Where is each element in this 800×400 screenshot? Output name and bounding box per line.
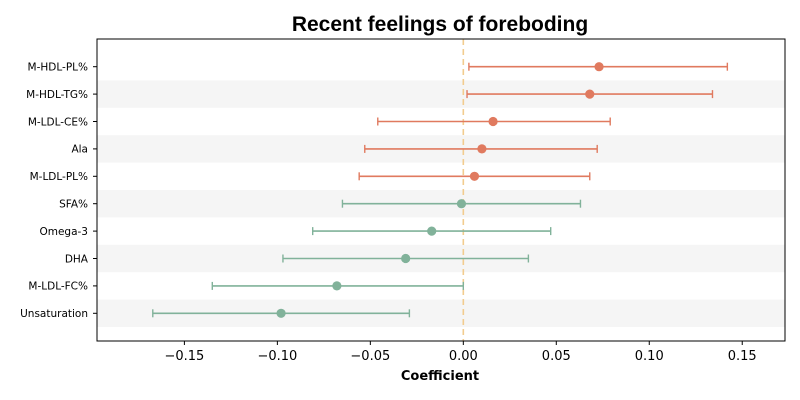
point-estimate (401, 253, 411, 264)
chart-title: Recent feelings of foreboding (292, 13, 588, 36)
y-tick-label: M-HDL-PL% (28, 62, 88, 74)
y-tick-label: Omega-3 (39, 226, 88, 238)
y-tick-label: M-LDL-FC% (28, 281, 88, 293)
point-estimate (427, 226, 437, 236)
point-estimate (276, 308, 286, 318)
y-tick-label: M-LDL-CE% (28, 116, 88, 128)
y-tick-label: Unsaturation (20, 308, 88, 320)
x-tick-label: −0.10 (257, 349, 297, 364)
point-estimate (469, 171, 480, 181)
point-estimate (594, 62, 604, 72)
x-tick-label: −0.05 (350, 349, 390, 364)
x-tick-label: 0.05 (542, 349, 571, 364)
x-axis: −0.15 −0.10 −0.05 0.00 0.05 0.10 0.15 (164, 341, 757, 364)
x-tick-label: 0.00 (449, 349, 478, 364)
y-axis: M-HDL-PL% M-HDL-TG% M-LDL-CE% Ala M-LDL-PL% S… (20, 62, 97, 320)
point-estimates (276, 62, 604, 318)
plot-frame (96, 38, 786, 342)
x-tick-label: 0.15 (728, 349, 757, 364)
x-tick-label: 0.10 (635, 349, 664, 364)
point-estimate (585, 89, 595, 99)
x-axis-label: Coefficient (401, 369, 479, 384)
x-tick-label: −0.15 (164, 349, 204, 364)
y-tick-label: M-LDL-PL% (30, 171, 88, 183)
y-tick-label: M-HDL-TG% (26, 89, 88, 101)
point-estimate (332, 281, 342, 291)
point-estimate (477, 144, 487, 154)
y-tick-label: DHA (65, 253, 89, 265)
point-estimate (456, 199, 467, 209)
point-estimate (488, 116, 498, 127)
y-tick-label: Ala (71, 144, 88, 156)
y-tick-label: SFA% (59, 199, 88, 211)
